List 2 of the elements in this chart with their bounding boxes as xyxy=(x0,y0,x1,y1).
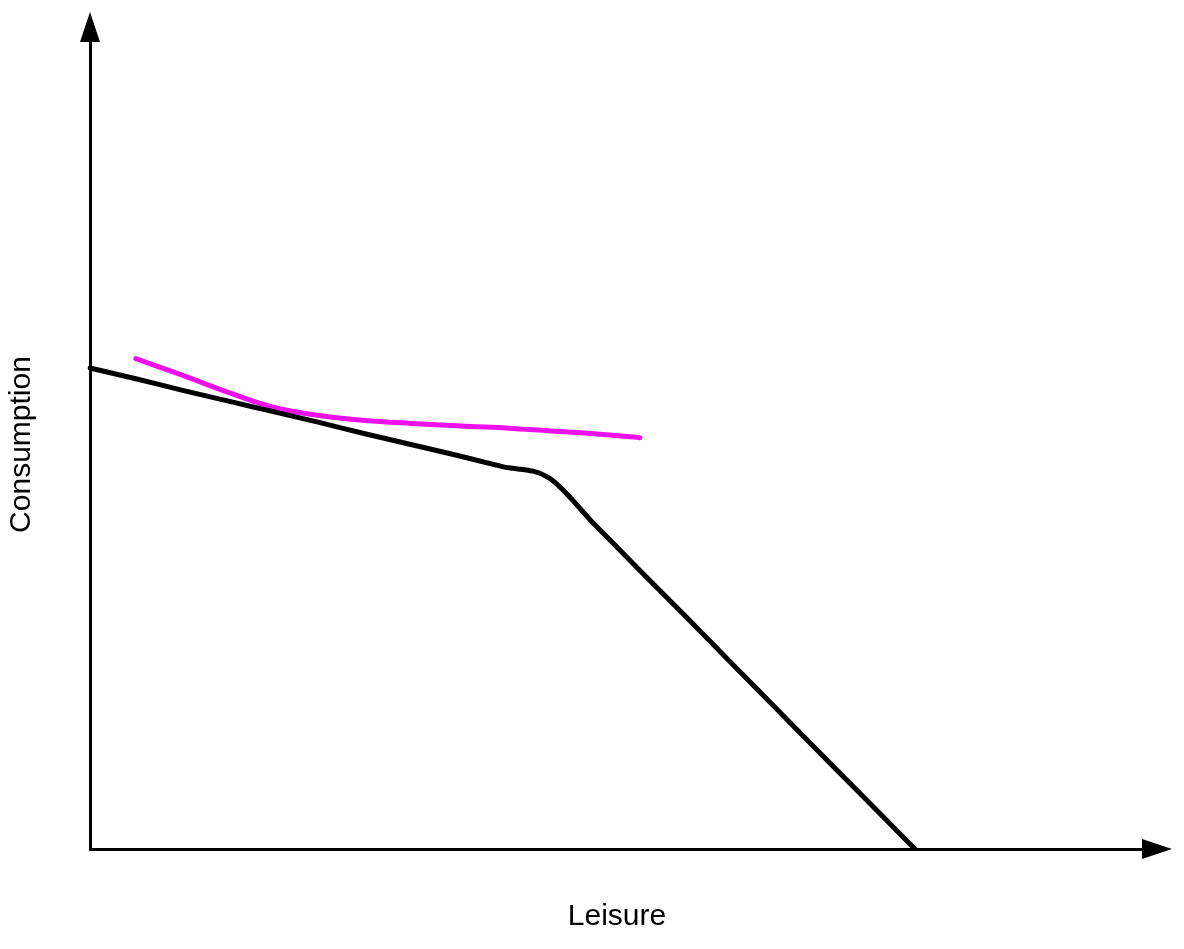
x-axis-title: Leisure xyxy=(567,898,667,932)
y-axis-title: Consumption xyxy=(3,356,37,533)
